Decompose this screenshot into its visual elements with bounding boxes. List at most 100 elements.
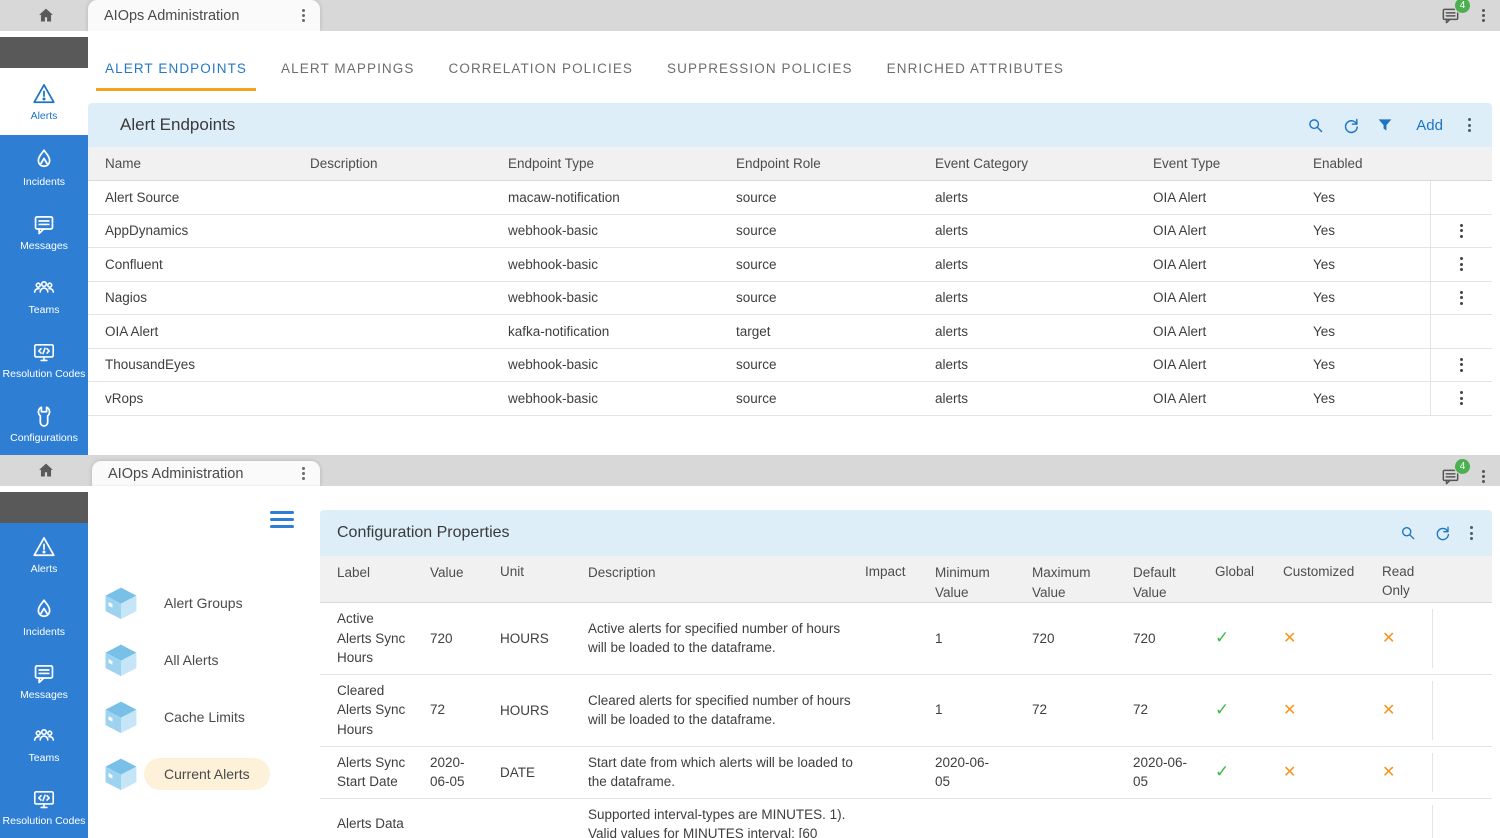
column-header: Default Value <box>1133 565 1176 600</box>
cell-value: 2020- 06-05 <box>430 754 465 790</box>
sidebar-item-label: Messages <box>20 239 68 252</box>
tab-correlation-policies[interactable]: CORRELATION POLICIES <box>448 61 634 76</box>
nav-item-all-alerts[interactable]: All Alerts <box>88 631 320 688</box>
add-button[interactable]: Add <box>1416 116 1443 134</box>
column-header: Description <box>310 156 378 171</box>
cell-endpoint-role: target <box>736 323 771 339</box>
cell-event-category: alerts <box>935 357 969 373</box>
row-menu-icon[interactable] <box>1457 221 1466 241</box>
refresh-icon[interactable] <box>1433 524 1451 542</box>
chrome-menu-icon[interactable] <box>1479 6 1488 26</box>
column-header: Global <box>1215 564 1255 579</box>
table-row[interactable]: Alert Source macaw-notification source a… <box>88 181 1492 215</box>
table-row[interactable]: Active Alerts Sync Hours 720 HOURS Activ… <box>320 603 1492 675</box>
sidebar-header-band <box>0 37 88 68</box>
sidebar-item-alerts[interactable]: Alerts <box>0 523 88 586</box>
table-row[interactable]: Nagios webhook-basic source alerts OIA A… <box>88 281 1492 315</box>
people-icon <box>33 280 55 293</box>
refresh-icon[interactable] <box>1341 116 1360 135</box>
nav-item-alert-groups[interactable]: Alert Groups <box>88 574 320 631</box>
panel-menu-icon[interactable] <box>1465 115 1474 135</box>
panel-header: Configuration Properties <box>320 510 1492 556</box>
tab-menu-icon[interactable] <box>299 464 308 484</box>
cell-endpoint-type: webhook-basic <box>508 290 599 306</box>
nav-item-cache-limits[interactable]: Cache Limits <box>88 688 320 745</box>
column-header: Impact <box>865 564 906 579</box>
tab-enriched-attributes[interactable]: ENRICHED ATTRIBUTES <box>886 61 1065 76</box>
notifications-button[interactable]: 4 <box>1440 0 1471 26</box>
cell-enabled: Yes <box>1313 357 1336 373</box>
cell-event-type: OIA Alert <box>1153 323 1207 339</box>
main-sidebar: Alerts Incidents Messages Teams Resoluti… <box>0 68 88 455</box>
cell-event-category: alerts <box>935 223 969 239</box>
filter-icon[interactable] <box>1376 116 1394 134</box>
tab-alert-mappings[interactable]: ALERT MAPPINGS <box>281 61 415 76</box>
cell-description: Supported interval-types are MINUTES. 1)… <box>588 806 846 838</box>
sidebar-item-resolution-codes[interactable]: Resolution Codes <box>0 775 88 838</box>
cube-icon <box>105 587 137 619</box>
cell-label: Cleared Alerts Sync Hours <box>337 682 406 737</box>
endpoints-table-body: Alert Source macaw-notification source a… <box>88 181 1492 416</box>
cross-icon: ✕ <box>1382 702 1396 720</box>
sidebar-item-incidents[interactable]: Incidents <box>0 135 88 199</box>
home-button[interactable] <box>30 458 62 484</box>
cell-event-category: alerts <box>935 390 969 406</box>
tab-suppression-policies[interactable]: SUPPRESSION POLICIES <box>667 61 853 76</box>
app-tab[interactable]: AIOps Administration <box>92 461 320 486</box>
cross-icon: ✕ <box>1382 836 1395 838</box>
hamburger-menu-icon[interactable] <box>270 511 294 528</box>
row-menu-icon[interactable] <box>1457 388 1466 408</box>
browser-chrome: AIOps Administration 4 <box>0 455 1500 486</box>
tab-menu-icon[interactable] <box>299 6 308 26</box>
column-header: Unit <box>500 564 525 579</box>
sidebar-item-teams[interactable]: Teams <box>0 712 88 775</box>
sidebar-item-messages[interactable]: Messages <box>0 649 88 712</box>
admin-tab-bar: ALERT ENDPOINTS ALERT MAPPINGS CORRELATI… <box>88 31 1500 91</box>
table-row[interactable]: vRops webhook-basic source alerts OIA Al… <box>88 382 1492 416</box>
tab-alert-endpoints[interactable]: ALERT ENDPOINTS <box>96 61 257 91</box>
notification-badge: 4 <box>1454 458 1471 475</box>
cell-description: Active alerts for specified number of ho… <box>588 620 841 656</box>
cell-event-type: OIA Alert <box>1153 290 1207 306</box>
row-menu-icon[interactable] <box>1457 355 1466 375</box>
notifications-button[interactable]: 4 <box>1440 458 1471 487</box>
column-header: Customized <box>1283 564 1355 579</box>
table-row[interactable]: OIA Alert kafka-notification target aler… <box>88 315 1492 349</box>
cell-endpoint-type: webhook-basic <box>508 256 599 272</box>
alert-triangle-icon <box>33 84 55 104</box>
sidebar-item-teams[interactable]: Teams <box>0 263 88 327</box>
check-icon: ✓ <box>1215 700 1230 720</box>
nav-item-current-alerts[interactable]: Current Alerts <box>88 745 320 802</box>
home-button[interactable] <box>30 3 62 29</box>
sidebar-item-label: Teams <box>28 752 60 764</box>
cell-minimum-value: 1 <box>935 630 943 646</box>
table-row[interactable]: Cleared Alerts Sync Hours 72 HOURS Clear… <box>320 674 1492 747</box>
cell-global: ✓ <box>1215 762 1283 782</box>
table-row[interactable]: ThousandEyes webhook-basic source alerts… <box>88 348 1492 382</box>
table-row[interactable]: AppDynamics webhook-basic source alerts … <box>88 214 1492 248</box>
chrome-menu-icon[interactable] <box>1479 467 1488 487</box>
cell-maximum-value: 72 <box>1032 702 1048 718</box>
cell-event-category: alerts <box>935 256 969 272</box>
sidebar-item-configurations[interactable]: Configurations <box>0 391 88 455</box>
cell-customized: ✕ <box>1283 834 1382 838</box>
sidebar-item-messages[interactable]: Messages <box>0 199 88 263</box>
app-tab[interactable]: AIOps Administration <box>88 0 320 31</box>
sidebar-item-alerts[interactable]: Alerts <box>0 68 88 135</box>
code-monitor-icon <box>33 343 55 361</box>
sidebar-item-resolution-codes[interactable]: Resolution Codes <box>0 327 88 391</box>
table-row[interactable]: Confluent webhook-basic source alerts OI… <box>88 248 1492 282</box>
panel-menu-icon[interactable] <box>1467 523 1476 543</box>
cell-endpoint-type: macaw-notification <box>508 189 620 205</box>
table-row[interactable]: Alerts Sync Start Date 2020- 06-05 DATE … <box>320 746 1492 799</box>
row-menu-icon[interactable] <box>1457 288 1466 308</box>
search-icon[interactable] <box>1399 524 1417 542</box>
row-menu-icon[interactable] <box>1457 254 1466 274</box>
table-row[interactable]: Alerts Data Refresh Interval 1 MINUTES S… <box>320 798 1492 838</box>
cross-icon: ✕ <box>1283 630 1297 648</box>
sidebar-item-incidents[interactable]: Incidents <box>0 586 88 649</box>
search-icon[interactable] <box>1306 116 1325 135</box>
cell-unit: HOURS <box>500 630 549 646</box>
cell-event-type: OIA Alert <box>1153 189 1207 205</box>
cell-label: Active Alerts Sync Hours <box>337 611 406 666</box>
